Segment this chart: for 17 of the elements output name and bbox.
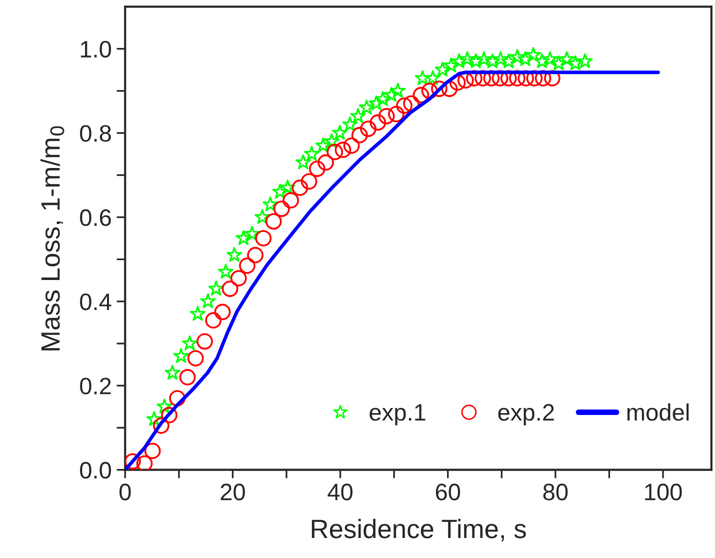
x-tick-label: 60	[436, 484, 460, 500]
legend-label: exp.2	[498, 404, 554, 426]
legend-label: model	[627, 403, 689, 421]
y-axis-title: Mass Loss, 1-m/m$_{0}$	[40, 126, 64, 350]
y-tick-label: 0.2	[80, 378, 111, 394]
y-tick-label: 1.0	[80, 40, 112, 58]
legend-label: exp.1	[370, 404, 426, 426]
x-axis-title: Residence Time, s	[312, 518, 526, 542]
x-tick-label: 100	[645, 484, 682, 500]
x-tick-label: 20	[220, 484, 245, 500]
y-tick-label: 0.6	[80, 209, 111, 226]
y-tick-label: 0.4	[80, 293, 112, 310]
x-tick-label: 40	[328, 484, 352, 500]
x-tick-label: 80	[543, 484, 568, 500]
y-tick-label: 0.0	[80, 462, 112, 479]
y-tick-label: 0.8	[80, 125, 111, 142]
x-tick-label: 0	[119, 484, 131, 500]
